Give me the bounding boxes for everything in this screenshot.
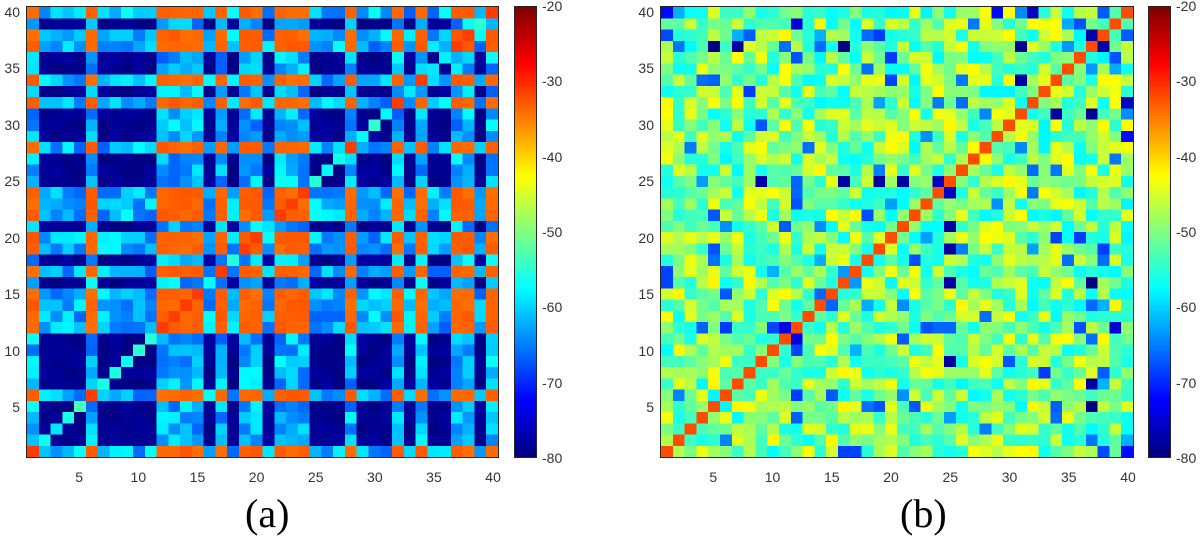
- x-tick-label: 30: [1001, 469, 1018, 485]
- x-tick-label: 15: [189, 469, 206, 485]
- y-tick-label: 40: [638, 3, 654, 20]
- y-tick-label: 20: [4, 229, 20, 246]
- y-tick-label: 30: [638, 116, 654, 133]
- colorbar-tick-label: -40: [1176, 148, 1197, 165]
- x-tick-label: 10: [130, 469, 147, 485]
- y-tick-label: 30: [4, 116, 20, 133]
- colorbar-tick-label: -80: [1176, 450, 1197, 466]
- colorbar-tick-label: -80: [542, 450, 563, 466]
- x-tick-label: 20: [248, 469, 265, 485]
- colorbar-tick-label: -50: [1176, 224, 1197, 240]
- x-tick-label: 30: [367, 469, 383, 485]
- y-tick-label: 15: [638, 286, 654, 303]
- colorbar-a: [514, 6, 537, 458]
- x-tick-label: 40: [485, 469, 501, 485]
- colorbar-tick-label: -60: [542, 299, 563, 316]
- x-tick-label: 25: [942, 469, 959, 485]
- x-tick-label: 20: [883, 469, 899, 485]
- heatmap-b-canvas: [661, 7, 1133, 457]
- y-tick-label: 35: [4, 60, 20, 77]
- y-tick-label: 25: [638, 173, 654, 190]
- caption-a: (a): [245, 491, 290, 536]
- colorbar-tick-label: -70: [1176, 374, 1197, 391]
- heatmap-a: [26, 6, 499, 458]
- colorbar-tick-label: -20: [1176, 0, 1197, 14]
- y-tick-label: 5: [646, 399, 654, 416]
- colorbar-tick-label: -40: [542, 148, 563, 165]
- x-tick-label: 35: [426, 469, 442, 485]
- colorbar-b: [1148, 6, 1171, 458]
- y-tick-label: 5: [12, 399, 20, 416]
- x-tick-label: 40: [1120, 469, 1136, 485]
- y-tick-label: 25: [4, 173, 20, 190]
- colorbar-tick-label: -30: [542, 73, 563, 90]
- heatmap-a-canvas: [27, 7, 498, 457]
- x-tick-label: 5: [75, 469, 84, 485]
- x-tick-label: 15: [824, 469, 840, 485]
- colorbar-tick-label: -20: [542, 0, 563, 14]
- y-tick-label: 20: [638, 229, 654, 246]
- y-tick-label: 10: [638, 342, 654, 359]
- colorbar-tick-label: -70: [542, 374, 563, 391]
- colorbar-tick-label: -60: [1176, 299, 1197, 316]
- y-tick-label: 10: [4, 342, 20, 359]
- x-tick-label: 10: [764, 469, 781, 485]
- heatmap-b: [660, 6, 1134, 458]
- y-tick-label: 15: [4, 286, 20, 303]
- x-tick-label: 5: [709, 469, 718, 485]
- x-tick-label: 35: [1061, 469, 1077, 485]
- x-tick-label: 25: [307, 469, 324, 485]
- caption-b: (b): [900, 491, 947, 536]
- colorbar-tick-label: -50: [542, 224, 563, 240]
- colorbar-b-canvas: [1149, 7, 1170, 457]
- y-tick-label: 40: [4, 3, 20, 20]
- y-tick-label: 35: [638, 60, 654, 77]
- colorbar-a-canvas: [515, 7, 536, 457]
- colorbar-tick-label: -30: [1176, 73, 1197, 90]
